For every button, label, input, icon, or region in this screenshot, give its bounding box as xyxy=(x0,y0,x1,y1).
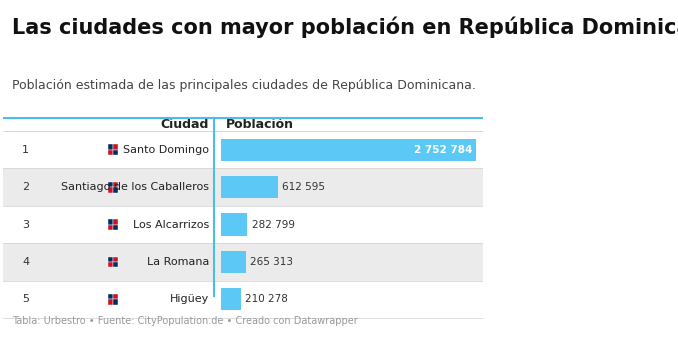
FancyBboxPatch shape xyxy=(113,219,118,224)
Text: 612 595: 612 595 xyxy=(282,182,325,192)
Text: 282 799: 282 799 xyxy=(252,220,295,230)
FancyBboxPatch shape xyxy=(113,224,118,230)
FancyBboxPatch shape xyxy=(3,168,483,206)
FancyBboxPatch shape xyxy=(108,182,113,187)
FancyBboxPatch shape xyxy=(108,224,113,230)
FancyBboxPatch shape xyxy=(113,144,118,150)
Text: 265 313: 265 313 xyxy=(250,257,293,267)
FancyBboxPatch shape xyxy=(113,182,118,187)
FancyBboxPatch shape xyxy=(113,150,118,155)
FancyBboxPatch shape xyxy=(108,294,113,299)
FancyBboxPatch shape xyxy=(221,139,475,161)
FancyBboxPatch shape xyxy=(113,294,118,299)
Text: Las ciudades con mayor población en República Dominicana: Las ciudades con mayor población en Repú… xyxy=(12,16,678,38)
FancyBboxPatch shape xyxy=(3,243,483,281)
FancyBboxPatch shape xyxy=(108,150,113,155)
Text: Los Alcarrizos: Los Alcarrizos xyxy=(133,220,210,230)
FancyBboxPatch shape xyxy=(221,176,278,198)
FancyBboxPatch shape xyxy=(113,262,118,267)
Text: 1: 1 xyxy=(22,145,29,155)
Text: 2 752 784: 2 752 784 xyxy=(414,145,473,155)
Text: La Romana: La Romana xyxy=(147,257,210,267)
Text: 5: 5 xyxy=(22,294,29,304)
Text: Ciudad: Ciudad xyxy=(161,118,210,131)
FancyBboxPatch shape xyxy=(113,187,118,193)
FancyBboxPatch shape xyxy=(3,131,483,168)
FancyBboxPatch shape xyxy=(113,299,118,304)
FancyBboxPatch shape xyxy=(221,213,247,236)
Text: 3: 3 xyxy=(22,220,29,230)
Text: Tabla: Urbestro • Fuente: CityPopulation.de • Creado con Datawrapper: Tabla: Urbestro • Fuente: CityPopulation… xyxy=(12,316,358,326)
Text: Población estimada de las principales ciudades de República Dominicana.: Población estimada de las principales ci… xyxy=(12,79,476,93)
FancyBboxPatch shape xyxy=(108,219,113,224)
Text: Santiago de los Caballeros: Santiago de los Caballeros xyxy=(61,182,210,192)
Text: 2: 2 xyxy=(22,182,29,192)
FancyBboxPatch shape xyxy=(108,262,113,267)
FancyBboxPatch shape xyxy=(108,144,113,150)
Text: Población: Población xyxy=(226,118,294,131)
Text: 210 278: 210 278 xyxy=(245,294,288,304)
FancyBboxPatch shape xyxy=(221,288,241,311)
Text: 4: 4 xyxy=(22,257,29,267)
FancyBboxPatch shape xyxy=(221,251,245,273)
FancyBboxPatch shape xyxy=(108,257,113,262)
Text: Higüey: Higüey xyxy=(170,294,210,304)
Text: Santo Domingo: Santo Domingo xyxy=(123,145,210,155)
FancyBboxPatch shape xyxy=(108,299,113,304)
FancyBboxPatch shape xyxy=(3,281,483,318)
FancyBboxPatch shape xyxy=(3,206,483,243)
FancyBboxPatch shape xyxy=(113,257,118,262)
FancyBboxPatch shape xyxy=(108,187,113,193)
